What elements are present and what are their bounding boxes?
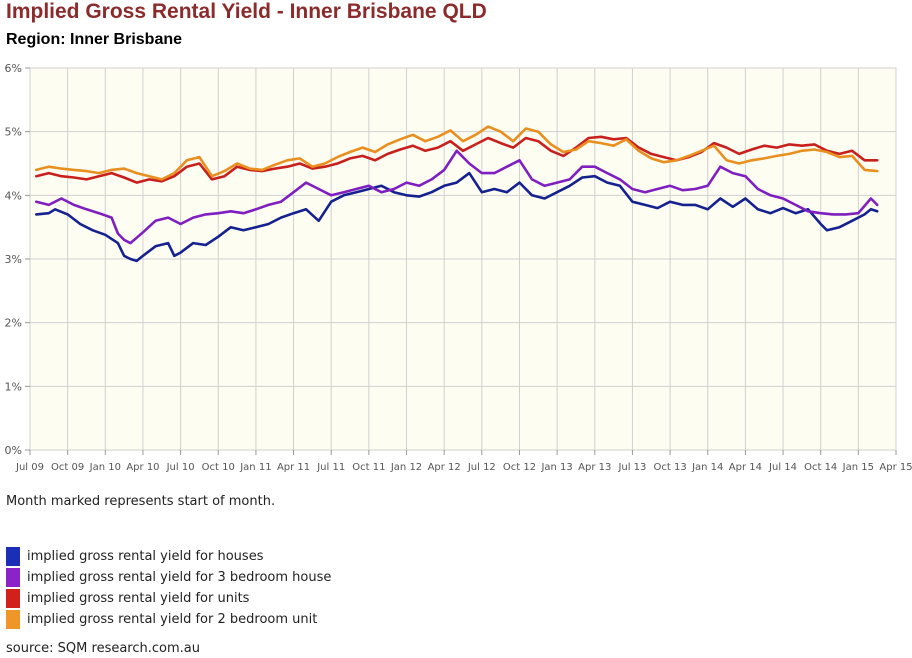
x-tick-label: Jan 12 <box>390 462 422 473</box>
grid-lines <box>29 67 897 451</box>
x-tick-label: Oct 14 <box>804 462 837 473</box>
series-line-1 <box>34 149 879 245</box>
legend: implied gross rental yield for houses im… <box>6 546 331 630</box>
legend-swatch-houses <box>6 547 20 566</box>
x-tick-label: Jul 09 <box>15 462 44 473</box>
x-tick-label: Jul 13 <box>617 462 646 473</box>
y-tick-label: 0% <box>5 444 22 457</box>
legend-label-3-bedroom-house: implied gross rental yield for 3 bedroom… <box>27 570 332 585</box>
series-line-0 <box>34 171 879 263</box>
x-tick-label: Apr 15 <box>879 462 912 473</box>
series-lines <box>34 125 879 263</box>
legend-label-units: implied gross rental yield for units <box>27 591 250 606</box>
legend-item-3-bedroom-house[interactable]: implied gross rental yield for 3 bedroom… <box>6 567 331 588</box>
y-tick-label: 2% <box>5 317 22 330</box>
region-subtitle: Region: Inner Brisbane <box>6 31 183 48</box>
source-note: source: SQM research.com.au <box>6 641 200 656</box>
x-tick-label: Jul 14 <box>768 462 797 473</box>
legend-item-units[interactable]: implied gross rental yield for units <box>6 588 331 609</box>
series-line-2 <box>34 135 879 184</box>
x-tick-label: Jul 10 <box>166 462 195 473</box>
x-tick-label: Jan 14 <box>691 462 723 473</box>
legend-label-2-bedroom-unit: implied gross rental yield for 2 bedroom… <box>27 612 318 627</box>
legend-item-houses[interactable]: implied gross rental yield for houses <box>6 546 331 567</box>
x-tick-label: Oct 09 <box>51 462 84 473</box>
x-tick-label: Oct 13 <box>653 462 686 473</box>
y-axis-ticks: 0% 1% 2% 3% 4% 5% 6% <box>5 62 30 457</box>
legend-swatch-3-bedroom-house <box>6 568 20 587</box>
legend-swatch-2-bedroom-unit <box>6 610 20 629</box>
y-tick-label: 4% <box>5 189 22 202</box>
x-tick-label: Jul 12 <box>467 462 496 473</box>
x-tick-label: Jan 10 <box>89 462 121 473</box>
x-tick-label: Jan 15 <box>842 462 874 473</box>
line-chart: 0%1%2%3%4%5%6% Jul 09 Oct 09 Jan 10 Apr 10 J… <box>5 62 912 473</box>
legend-swatch-units <box>6 589 20 608</box>
x-tick-label: Oct 10 <box>202 462 235 473</box>
legend-label-houses: implied gross rental yield for houses <box>27 549 264 564</box>
y-tick-label: 5% <box>5 126 22 139</box>
y-tick-label: 1% <box>5 380 22 393</box>
x-axis-ticks: Jul 09 Oct 09 Jan 10 Apr 10 Jul 10 Oct 10 Jan … <box>15 450 912 473</box>
page-title: Implied Gross Rental Yield - Inner Brisb… <box>6 0 487 23</box>
x-tick-label: Apr 11 <box>277 462 310 473</box>
x-tick-label: Jan 11 <box>239 462 271 473</box>
x-tick-label: Oct 11 <box>352 462 385 473</box>
x-tick-label: Apr 10 <box>126 462 159 473</box>
y-tick-label: 3% <box>5 253 22 266</box>
x-tick-label: Jan 13 <box>540 462 572 473</box>
x-tick-label: Apr 12 <box>428 462 461 473</box>
legend-item-2-bedroom-unit[interactable]: implied gross rental yield for 2 bedroom… <box>6 609 331 630</box>
x-tick-label: Jul 11 <box>316 462 345 473</box>
x-tick-label: Oct 12 <box>503 462 536 473</box>
series-line-3 <box>34 125 879 181</box>
y-tick-label: 6% <box>5 62 22 75</box>
chart-note: Month marked represents start of month. <box>6 494 276 509</box>
x-tick-label: Apr 13 <box>578 462 611 473</box>
x-tick-label: Apr 14 <box>729 462 762 473</box>
